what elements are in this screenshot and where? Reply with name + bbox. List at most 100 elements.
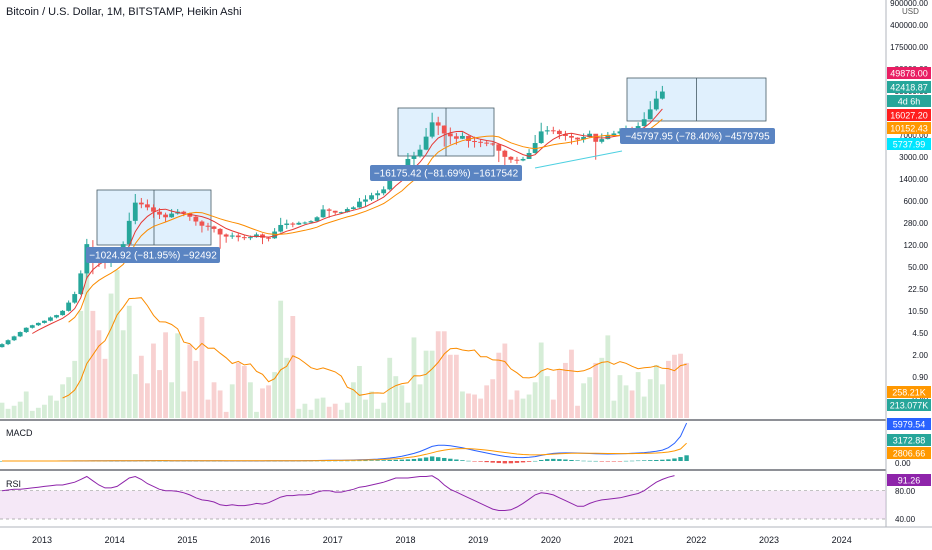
volume-bar — [417, 384, 423, 418]
candle-body — [157, 211, 162, 215]
volume-bar — [199, 317, 205, 418]
candle-body — [417, 149, 423, 157]
macd-hist-bar — [605, 461, 611, 462]
ma-slow-line — [68, 118, 663, 323]
volume-tag — [887, 399, 931, 411]
candle-body — [344, 209, 350, 213]
macd-hist-bar — [545, 459, 550, 461]
macd-hist-bar — [423, 457, 429, 461]
candle-body — [126, 220, 132, 245]
macd-tag-label: 5979.54 — [893, 420, 926, 430]
volume-bar — [538, 342, 544, 418]
candle-body — [5, 340, 11, 345]
candle-body — [338, 212, 344, 214]
candle-body — [278, 224, 284, 232]
candle-body — [48, 317, 53, 321]
macd-hist-bar — [460, 460, 465, 461]
candle-body — [544, 130, 550, 132]
candle-body — [326, 209, 332, 211]
volume-bar — [126, 305, 132, 418]
macd-hist-bar — [442, 457, 447, 461]
candle-body — [235, 235, 241, 238]
candle-body — [460, 135, 465, 139]
volume-bar — [266, 385, 271, 418]
candle-body — [296, 222, 302, 225]
volume-bar — [260, 388, 265, 418]
volume-bar — [647, 379, 653, 418]
candle-body — [11, 336, 17, 341]
volume-bar — [217, 390, 223, 418]
volume-bar — [290, 316, 296, 418]
macd-hist-bar — [641, 460, 647, 461]
candle-body — [405, 158, 411, 170]
macd-hist-bar — [157, 460, 162, 462]
macd-hist-bar — [357, 460, 362, 462]
chart-title: Bitcoin / U.S. Dollar, 1M, BITSTAMP, Hei… — [6, 6, 242, 18]
macd-hist-bar — [484, 461, 489, 463]
y-tick-label: 1400.00 — [899, 175, 928, 184]
volume-tag-label: 258.21K — [892, 388, 926, 398]
macd-hist-bar — [339, 460, 344, 462]
volume-bar — [29, 410, 35, 418]
macd-hist-bar — [466, 460, 471, 462]
macd-hist-bar — [526, 461, 532, 462]
candle-body — [17, 332, 23, 337]
volume-bar — [84, 254, 90, 418]
candle-body — [308, 221, 314, 223]
macd-tag — [887, 434, 931, 446]
volume-bar — [357, 365, 362, 418]
volume-bar — [66, 377, 72, 418]
volume-bar — [17, 401, 23, 418]
macd-hist-bar — [399, 459, 405, 461]
candle-body — [605, 135, 611, 140]
candle-body — [599, 139, 605, 142]
y-tick-label: 175000.00 — [890, 43, 928, 52]
volume-bar — [350, 382, 356, 418]
volume-bar — [581, 383, 586, 418]
candle-body — [42, 320, 47, 323]
candle-body — [429, 122, 435, 137]
candle-body — [357, 201, 362, 208]
price-tag-label: 49878.00 — [890, 69, 928, 79]
rsi-band — [0, 490, 886, 519]
candle-body — [163, 214, 168, 218]
volume-bar — [54, 400, 59, 418]
macd-hist-bar — [454, 459, 459, 461]
volume-bar — [666, 360, 671, 418]
ma-fast-line — [32, 108, 663, 334]
volume-bar — [187, 344, 193, 418]
macd-hist-bar — [617, 461, 623, 462]
x-tick-label: 2017 — [323, 535, 343, 545]
macd-hist-bar — [448, 458, 453, 461]
candle-body — [350, 207, 356, 210]
volume-bar — [544, 376, 550, 418]
volume-bar — [314, 398, 320, 418]
y-tick-label: 4.50 — [912, 329, 928, 338]
rsi-tag-label: 91.26 — [898, 476, 921, 486]
y-tick-label: 7000.00 — [899, 131, 928, 140]
candle-body — [60, 310, 65, 316]
macd-tag — [887, 418, 931, 430]
volume-bar — [526, 394, 532, 418]
macd-hist-bar — [381, 460, 386, 461]
volume-bar — [435, 331, 441, 418]
volume-bar — [338, 409, 344, 418]
measure-label-bg — [370, 165, 522, 181]
volume-bar — [447, 354, 453, 418]
volume-bar — [623, 385, 629, 418]
volume-bar — [569, 349, 574, 418]
volume-bar — [272, 372, 278, 418]
candle-body — [381, 189, 387, 194]
volume-bar — [599, 357, 605, 418]
volume-bar — [453, 354, 459, 418]
volume-bar — [211, 382, 217, 418]
candle-body — [435, 122, 441, 126]
volume-bar — [641, 396, 647, 418]
y-tick-label: 120.00 — [904, 241, 929, 250]
macd-hist-bar — [557, 459, 562, 461]
volume-bar — [635, 372, 641, 418]
measure-label: −16175.42 (−81.69%) −1617542 — [374, 169, 519, 180]
candle-body — [641, 119, 647, 127]
